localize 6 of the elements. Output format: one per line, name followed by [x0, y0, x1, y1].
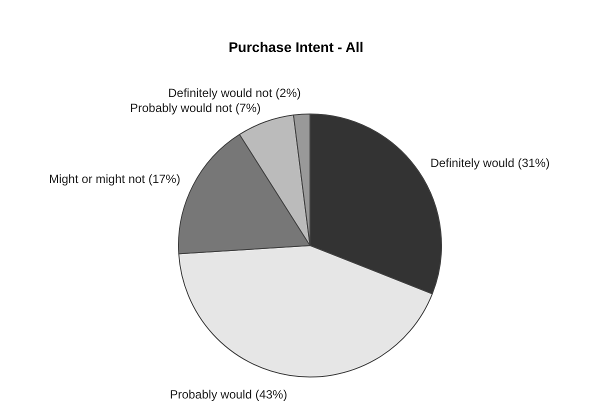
slice-label: Definitely would not (2%)	[168, 86, 301, 100]
slice-label: Definitely would (31%)	[430, 156, 550, 170]
slice-label: Might or might not (17%)	[48, 172, 180, 186]
slice-label: Probably would (43%)	[170, 388, 288, 402]
chart-title: Purchase Intent - All	[228, 38, 364, 55]
slice-label: Probably would not (7%)	[130, 100, 261, 115]
